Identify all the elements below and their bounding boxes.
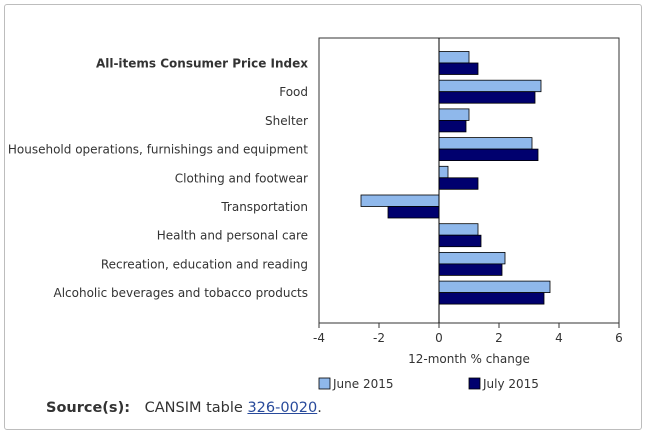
- source-period: .: [317, 400, 322, 416]
- bar-june-2015: [438, 79, 542, 93]
- bar-july-2015: [438, 177, 479, 190]
- bar-july-2015: [438, 62, 479, 75]
- bar-july-2015: [438, 148, 539, 162]
- x-tick-label: 4: [555, 331, 563, 345]
- chart-frame: [4, 4, 642, 430]
- bar-july-2015: [387, 206, 440, 219]
- category-label: Transportation: [220, 200, 308, 214]
- bar-june-2015: [438, 223, 479, 236]
- legend-swatch-june-2015: [318, 377, 331, 390]
- x-tick-label: -2: [373, 331, 385, 345]
- category-label: Recreation, education and reading: [101, 257, 308, 271]
- bar-july-2015: [438, 263, 503, 276]
- category-label: Shelter: [265, 114, 308, 128]
- bar-june-2015: [438, 165, 449, 179]
- bar-june-2015: [438, 108, 470, 121]
- source-line: Source(s): CANSIM table 326-0020.: [46, 400, 322, 416]
- x-tick-label: 0: [435, 331, 443, 345]
- category-label: Alcoholic beverages and tobacco products: [53, 286, 308, 300]
- x-axis-label: 12-month % change: [408, 352, 530, 366]
- legend-label-july-2015: July 2015: [482, 377, 539, 391]
- bar-july-2015: [438, 91, 536, 104]
- bar-june-2015: [438, 280, 551, 294]
- source-table-link[interactable]: 326-0020: [247, 400, 318, 416]
- bar-june-2015: [438, 137, 533, 150]
- category-label: All-items Consumer Price Index: [96, 57, 308, 71]
- bar-june-2015: [438, 251, 506, 265]
- x-tick-label: 2: [495, 331, 503, 345]
- legend-label-june-2015: June 2015: [332, 377, 394, 391]
- legend-swatch-july-2015: [468, 377, 481, 390]
- source-label: Source(s):: [46, 400, 130, 416]
- bar-june-2015: [360, 194, 440, 207]
- bar-july-2015: [438, 120, 467, 133]
- x-tick-label: 6: [615, 331, 623, 345]
- source-text: CANSIM table: [144, 400, 243, 416]
- category-label: Household operations, furnishings and eq…: [8, 143, 308, 157]
- bar-chart: All-items Consumer Price Index Food Shelte…: [8, 37, 623, 391]
- category-label: Health and personal care: [157, 229, 308, 243]
- bar-july-2015: [438, 292, 545, 305]
- plot-area-border: [318, 37, 620, 324]
- bar-june-2015: [438, 51, 470, 64]
- bar-july-2015: [438, 234, 482, 248]
- x-tick-label: -4: [313, 331, 325, 345]
- category-label: Food: [279, 85, 308, 99]
- category-label: Clothing and footwear: [175, 171, 308, 185]
